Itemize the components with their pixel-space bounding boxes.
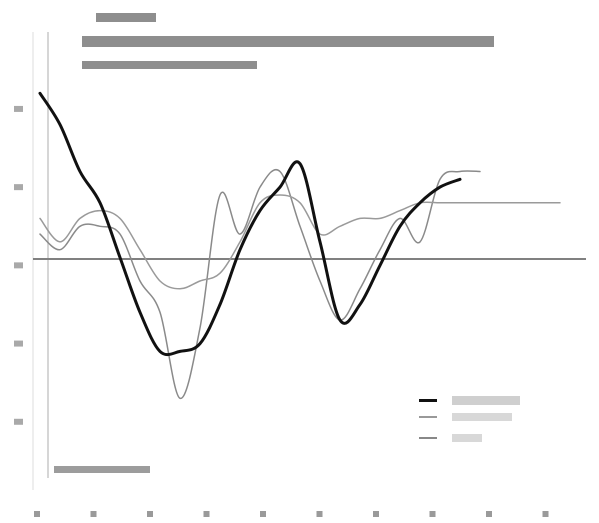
heading-mark-1 — [96, 13, 156, 22]
x-tick-mark-6 — [373, 511, 379, 517]
series-line-1 — [39, 194, 561, 290]
y-tick-mark-3 — [14, 340, 23, 347]
x-tick-mark-7 — [429, 511, 436, 517]
legend-label-2 — [452, 413, 512, 421]
x-ticks — [34, 511, 549, 517]
x-tick-mark-9 — [542, 511, 549, 517]
footnote-mark — [54, 466, 150, 473]
x-tick-mark-1 — [90, 511, 97, 517]
x-tick-mark-4 — [260, 511, 266, 517]
legend-label-1 — [452, 396, 520, 405]
y-tick-mark-0 — [14, 105, 23, 112]
legend-swatch-2 — [419, 416, 437, 418]
series-line-0 — [38, 91, 462, 357]
legend-swatch-3 — [419, 437, 437, 439]
x-tick-mark-0 — [34, 511, 40, 517]
x-tick-mark-2 — [147, 511, 153, 517]
y-tick-mark-4 — [14, 418, 23, 425]
y-tick-mark-2 — [14, 262, 23, 269]
series-layer — [38, 91, 561, 400]
x-tick-mark-3 — [203, 511, 210, 517]
x-tick-mark-8 — [486, 511, 492, 517]
y-ticks — [14, 105, 23, 425]
legend-label-3 — [452, 434, 482, 442]
x-tick-mark-5 — [316, 511, 323, 517]
y-tick-mark-1 — [14, 184, 23, 191]
legend-swatch-1 — [419, 399, 437, 402]
legend — [419, 396, 520, 442]
chart-heading — [82, 13, 494, 69]
heading-mark-3 — [82, 61, 257, 69]
heading-mark-2 — [82, 36, 494, 47]
